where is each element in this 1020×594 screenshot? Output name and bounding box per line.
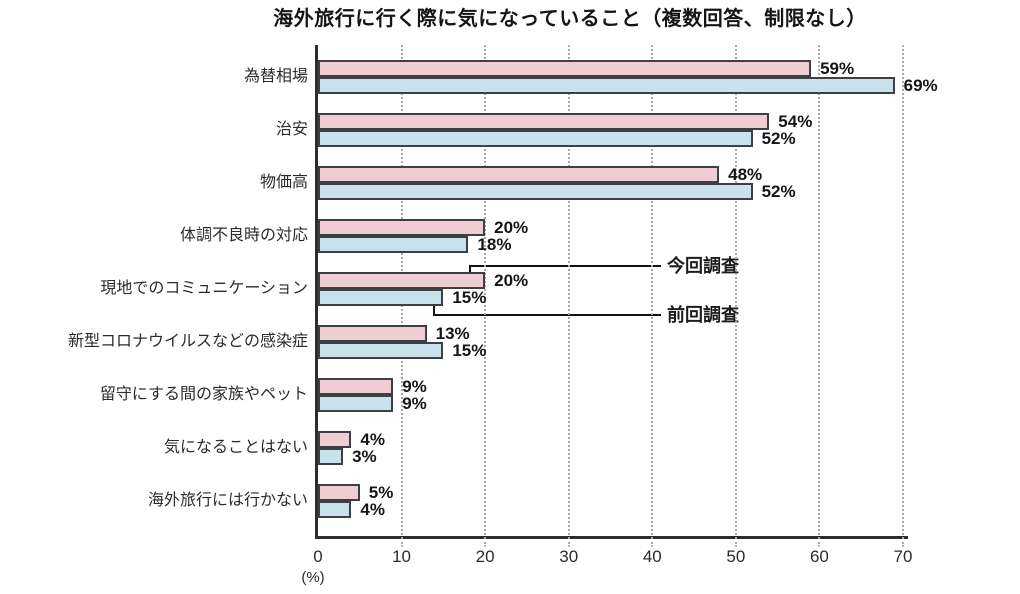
category-label: 現地でのコミュニケーション <box>100 280 308 297</box>
legend-label-previous: 前回調査 <box>667 305 739 325</box>
category-label: 気になることはない <box>163 439 308 456</box>
bar-current <box>318 166 720 183</box>
bar-previous <box>318 289 444 306</box>
bar-previous <box>318 183 753 200</box>
category-label: 為替相場 <box>243 68 308 85</box>
bar-previous <box>318 395 394 412</box>
axis-tick <box>400 542 403 547</box>
bar-value-label: 3% <box>352 447 377 466</box>
x-tick-label: 50 <box>726 547 746 566</box>
bar-value-label: 9% <box>402 394 427 413</box>
bar-value-label: 18% <box>477 235 512 254</box>
category-label: 海外旅行には行かない <box>147 492 308 509</box>
bar-value-label: 20% <box>494 218 529 237</box>
gridline <box>484 45 487 539</box>
gridline <box>734 45 737 539</box>
axis-tick <box>651 542 654 547</box>
bar-value-label: 59% <box>820 59 855 78</box>
x-tick-label: 30 <box>559 547 579 566</box>
category-label: 新型コロナウイルスなどの感染症 <box>67 333 308 350</box>
axis-tick <box>818 542 821 547</box>
bar-value-label: 52% <box>761 129 796 148</box>
bar-current <box>318 378 394 395</box>
bar-value-label: 4% <box>360 500 385 519</box>
plot-area <box>315 45 908 539</box>
x-tick-label: 60 <box>809 547 829 566</box>
bar-previous <box>318 236 469 253</box>
category-label: 留守にする間の家族やペット <box>99 386 308 403</box>
gridline <box>651 45 654 539</box>
x-axis-unit-label: (%) <box>301 569 325 586</box>
bar-current <box>318 113 770 130</box>
gridline <box>818 45 821 539</box>
bar-current <box>318 431 352 448</box>
gridline <box>902 45 904 539</box>
bar-value-label: 5% <box>368 483 394 502</box>
bar-previous <box>318 77 895 94</box>
axis-tick <box>567 542 570 547</box>
bar-value-label: 54% <box>778 112 813 131</box>
axis-tick <box>484 542 487 547</box>
chart-title: 海外旅行に行く際に気になっていること（複数回答、制限なし） <box>273 8 867 30</box>
bar-value-label: 48% <box>728 165 763 184</box>
bar-value-label: 4% <box>360 430 385 449</box>
bar-current <box>318 60 812 77</box>
category-label: 物価高 <box>259 174 308 191</box>
bar-current <box>318 272 486 289</box>
bar-value-label: 20% <box>494 271 529 290</box>
bar-current <box>318 219 486 236</box>
bar-previous <box>318 448 344 465</box>
axis-tick <box>734 542 737 547</box>
axis-tick <box>902 542 904 547</box>
bar-value-label: 13% <box>435 324 470 343</box>
bar-previous <box>318 130 753 147</box>
bar-previous <box>318 342 444 359</box>
bar-current <box>318 325 427 342</box>
bar-value-label: 52% <box>761 182 796 201</box>
category-label: 体調不良時の対応 <box>179 227 308 244</box>
bar-value-label: 69% <box>903 76 938 95</box>
x-tick-label: 10 <box>392 547 412 566</box>
bar-value-label: 15% <box>452 341 487 360</box>
bar-current <box>318 484 360 501</box>
x-tick-label: 40 <box>642 547 662 566</box>
gridline <box>567 45 570 539</box>
bar-value-label: 9% <box>402 377 427 396</box>
bar-previous <box>318 501 352 518</box>
x-tick-label: 0 <box>313 547 323 566</box>
category-label: 治安 <box>275 121 308 138</box>
x-tick-label: 20 <box>475 547 495 566</box>
x-tick-label: 70 <box>893 547 913 566</box>
bar-value-label: 15% <box>452 288 487 307</box>
legend-label-current: 今回調査 <box>667 256 739 276</box>
